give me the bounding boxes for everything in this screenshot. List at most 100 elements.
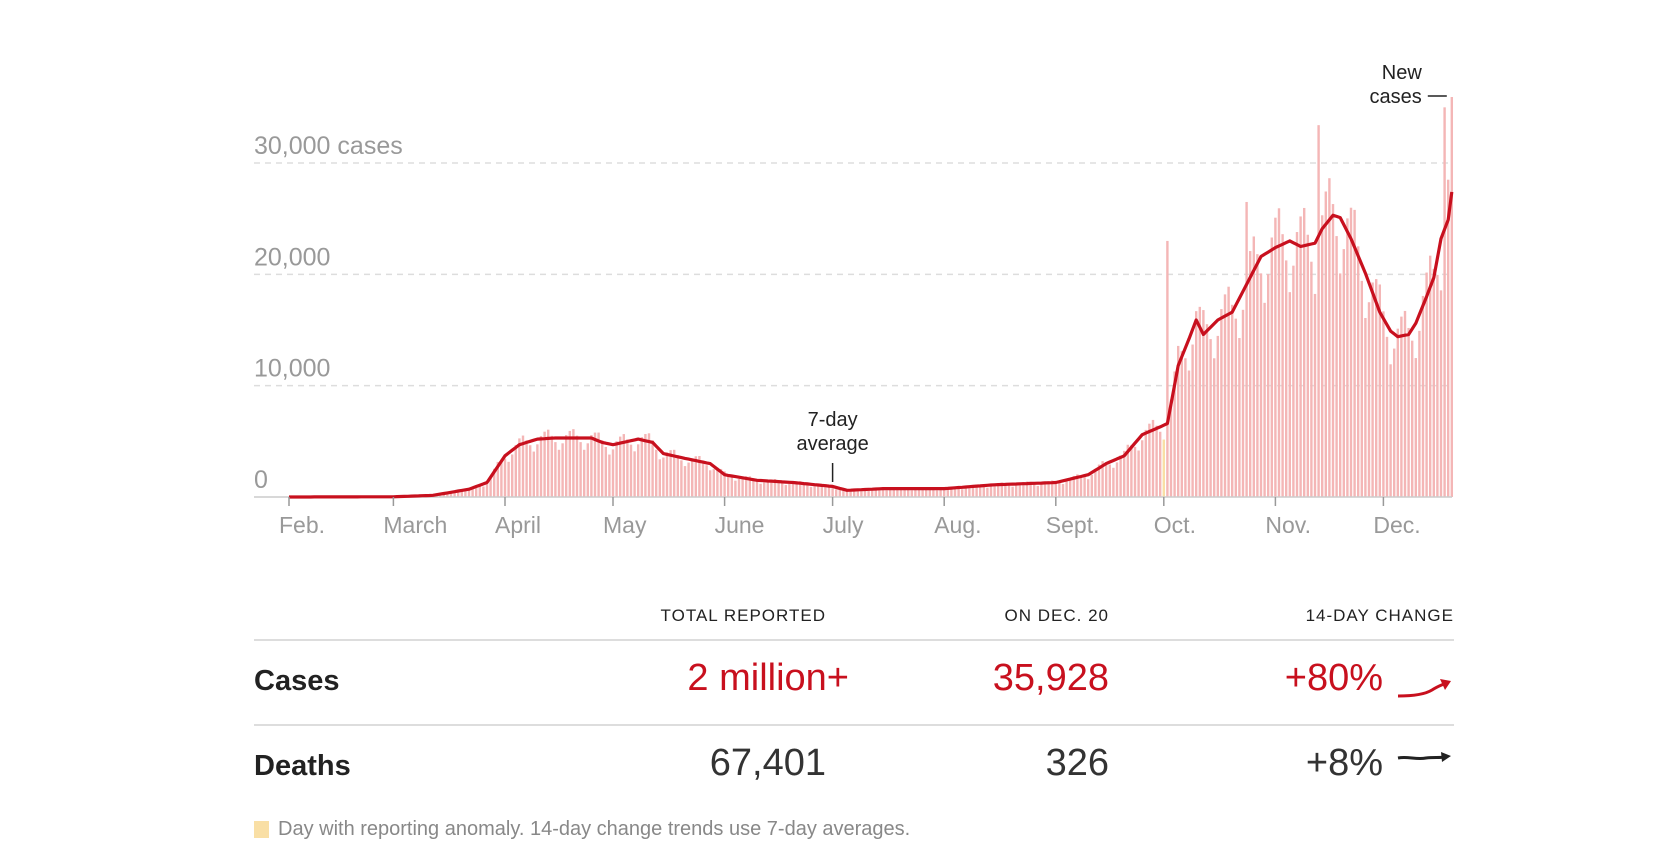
daily-case-bar — [1342, 249, 1345, 497]
daily-case-bar — [1177, 345, 1180, 497]
x-tick-label: Aug. — [934, 512, 981, 538]
daily-case-bar — [1123, 450, 1126, 497]
y-tick-label: 30,000 cases — [254, 132, 403, 160]
daily-case-bar — [503, 458, 507, 497]
daily-case-bar — [1058, 482, 1061, 497]
daily-case-bar — [597, 432, 600, 497]
daily-case-bar — [1324, 191, 1327, 497]
daily-case-bar — [1378, 284, 1381, 497]
daily-case-bar — [982, 486, 985, 497]
daily-case-bar — [460, 491, 463, 497]
daily-case-bar — [676, 455, 679, 497]
daily-case-bar — [1306, 234, 1309, 497]
daily-case-bar — [773, 479, 777, 497]
daily-case-bar — [1166, 240, 1169, 497]
daily-case-bar — [881, 489, 885, 497]
daily-case-bar — [935, 490, 939, 497]
daily-case-bar — [665, 452, 669, 497]
daily-case-bar — [532, 451, 535, 497]
daily-case-bar — [939, 489, 942, 497]
daily-case-bar — [1339, 273, 1342, 497]
daily-case-bar — [1159, 431, 1162, 497]
daily-case-bar — [727, 474, 730, 497]
daily-case-bar — [478, 486, 481, 497]
daily-case-bar — [856, 490, 859, 497]
daily-case-bar — [1083, 477, 1086, 497]
daily-case-bar — [917, 488, 921, 497]
daily-case-bar — [993, 484, 996, 497]
header-total-reported: TOTAL REPORTED — [660, 606, 826, 625]
daily-case-bar — [1076, 474, 1079, 497]
daily-case-bar — [910, 490, 913, 497]
daily-case-bar — [719, 468, 723, 497]
daily-case-bar — [1205, 324, 1209, 497]
daily-case-bar — [1079, 475, 1083, 497]
daily-case-bar — [953, 487, 957, 497]
daily-case-bar — [1267, 274, 1270, 497]
daily-case-bar — [777, 481, 780, 497]
daily-case-bar — [842, 488, 845, 497]
daily-case-bar — [1000, 482, 1003, 497]
daily-case-bar — [1173, 371, 1176, 497]
daily-case-bar — [1360, 280, 1363, 497]
daily-case-bar — [658, 459, 661, 497]
daily-case-bar — [1443, 107, 1446, 497]
deaths-total: 67,401 — [709, 742, 826, 784]
daily-case-bar — [1393, 348, 1396, 497]
daily-case-bar — [1249, 251, 1252, 497]
daily-case-bar — [482, 486, 485, 497]
daily-case-bar — [709, 470, 712, 497]
daily-case-bar — [493, 468, 496, 497]
daily-case-bar — [784, 485, 787, 497]
daily-case-bar — [1191, 344, 1194, 497]
daily-case-bar — [755, 481, 759, 497]
daily-case-bar — [1317, 125, 1320, 497]
daily-case-bar — [1036, 485, 1039, 497]
daily-case-bar — [896, 487, 899, 497]
daily-case-bar — [964, 487, 967, 497]
daily-case-bar — [1072, 475, 1075, 497]
daily-case-bar — [928, 488, 931, 497]
cases-change: +80% — [1284, 657, 1383, 699]
row-label-cases: Cases — [254, 665, 340, 697]
daily-case-bar — [1220, 309, 1223, 497]
daily-case-bar — [611, 449, 615, 497]
daily-case-bar — [770, 479, 773, 497]
daily-case-bar — [547, 429, 550, 497]
header-on-day: ON DEC. 20 — [1004, 606, 1109, 625]
daily-case-bar — [712, 469, 715, 497]
daily-case-bar — [1025, 481, 1029, 497]
summary-table: TOTAL REPORTED ON DEC. 20 14-DAY CHANGE … — [254, 600, 1454, 800]
daily-case-bar — [1274, 217, 1277, 497]
daily-case-bar — [1450, 97, 1453, 498]
daily-case-bar — [903, 488, 906, 497]
daily-case-bar — [1112, 467, 1115, 497]
daily-case-bar — [874, 487, 877, 497]
daily-case-bar — [561, 443, 564, 497]
daily-case-bar — [1436, 274, 1439, 497]
daily-case-bar — [453, 492, 456, 497]
daily-case-bar — [1130, 445, 1133, 497]
daily-case-bar — [701, 460, 705, 497]
daily-case-bar — [827, 485, 831, 497]
daily-case-bar — [899, 487, 903, 497]
daily-case-bar — [748, 476, 751, 497]
daily-case-bar — [1108, 464, 1111, 497]
daily-case-bar — [694, 456, 697, 497]
daily-case-bar — [943, 488, 946, 497]
daily-case-bar — [1349, 207, 1353, 497]
daily-case-bar — [957, 488, 960, 497]
daily-case-bar — [637, 444, 640, 497]
daily-case-bar — [633, 451, 636, 497]
daily-case-bar — [1321, 215, 1324, 497]
daily-case-bar — [601, 440, 604, 497]
daily-case-bar — [1234, 318, 1237, 497]
y-tick-label: 10,000 — [254, 355, 330, 383]
daily-case-bar — [622, 434, 625, 497]
footnote-text: Day with reporting anomaly. 14-day chang… — [278, 818, 911, 840]
daily-case-bar — [1141, 440, 1144, 497]
daily-case-bar — [1007, 485, 1011, 497]
daily-case-bar — [475, 486, 478, 497]
daily-case-bar — [543, 431, 546, 497]
daily-case-bar — [835, 489, 838, 497]
